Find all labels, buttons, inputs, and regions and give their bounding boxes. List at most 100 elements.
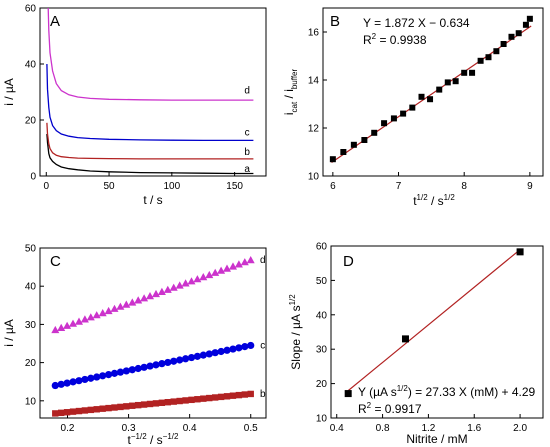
data-point-d [80, 315, 89, 323]
data-point [409, 104, 416, 111]
data-point-c [128, 366, 136, 374]
data-point [508, 33, 515, 40]
data-point-c [81, 375, 89, 384]
panel-a-frame [39, 7, 267, 177]
data-point-d [75, 317, 83, 325]
panel-d-letter: D [343, 253, 354, 270]
data-point [350, 141, 357, 148]
panel-a: A 0 50 100 150 0 20 40 60 abc d t / s i / µA [2, 4, 267, 207]
data-point [493, 48, 500, 55]
panel-b: B Y = 1.872 X − 0.634 R2 = 0.9938 6 7 8 9 1… [282, 7, 544, 208]
panel-b-letter: B [330, 13, 340, 30]
data-point-b [69, 408, 77, 415]
series-c [51, 341, 255, 390]
panel-c-letter: C [50, 253, 61, 270]
data-point-c [134, 364, 142, 373]
series-label-d: d [260, 255, 266, 266]
data-point-c [51, 381, 59, 390]
x-tick-label: 8 [461, 181, 467, 192]
panel-c-series: b c d [51, 255, 266, 417]
data-point [381, 120, 388, 127]
data-point-b [152, 400, 160, 407]
data-point-b [247, 390, 254, 398]
panel-d-fit-line [347, 249, 521, 392]
data-point-c [187, 353, 196, 362]
data-point-d [140, 294, 149, 302]
data-point [500, 41, 507, 47]
data-point-c [223, 346, 231, 354]
data-point-d [134, 296, 143, 304]
data-point-b [146, 400, 154, 408]
x-tick-label: 0.4 [330, 423, 344, 434]
panel-c-x-label: t−1/2 / s−1/2 [128, 432, 180, 447]
data-point-c [57, 380, 65, 388]
data-point-c [164, 358, 172, 367]
series-line-b [46, 122, 254, 160]
data-point-d [146, 292, 154, 300]
data-point-d [246, 256, 255, 264]
data-point-b [75, 407, 83, 415]
data-point-d [57, 323, 66, 331]
data-point-c [241, 343, 249, 351]
data-point [329, 156, 336, 163]
data-point-b [134, 401, 142, 409]
data-point-d [157, 287, 166, 295]
x-tick-label: 150 [226, 181, 243, 192]
x-tick-label: 0.3 [122, 423, 136, 434]
data-point-b [123, 403, 130, 410]
panel-b-y-label: icat / ibuffer [282, 69, 299, 116]
data-point-c [211, 349, 219, 357]
y-tick-label: 40 [25, 60, 37, 71]
data-point-b [63, 409, 71, 416]
data-point-c [229, 345, 237, 353]
data-point-d [199, 273, 208, 281]
y-tick-label: 10 [308, 172, 320, 183]
data-point-d [187, 277, 196, 285]
data-point-c [217, 347, 225, 356]
data-point [390, 115, 397, 122]
data-point-d [240, 258, 249, 266]
panel-d-y-ticks: 10 20 30 40 50 60 [316, 242, 335, 425]
data-point-d [181, 279, 190, 287]
data-point-d [98, 309, 107, 317]
data-point-d [116, 302, 125, 310]
series-label-c: c [245, 128, 250, 139]
x-tick-label: 7 [396, 181, 402, 192]
x-tick-label: 9 [527, 181, 533, 192]
x-tick-label: 0.5 [244, 423, 258, 434]
data-point-c [87, 374, 95, 382]
data-point-d [63, 321, 72, 329]
data-point-b [182, 397, 189, 404]
data-point-b [194, 396, 201, 403]
data-point-b [176, 397, 183, 405]
data-point-b [140, 401, 148, 408]
data-point-d [110, 304, 119, 312]
data-point [522, 21, 529, 28]
data-point-d [234, 260, 243, 268]
data-point-d [217, 266, 226, 274]
data-point [444, 79, 451, 86]
panel-a-letter: A [50, 13, 60, 30]
panel-d-points [344, 248, 524, 398]
data-point-d [51, 325, 60, 334]
panel-b-r-squared: R2 = 0.9938 [363, 32, 427, 47]
data-point-b [211, 394, 219, 401]
panel-d-x-ticks: 0.4 0.8 1.2 1.6 2.0 [330, 414, 527, 434]
panel-d-x-label: Nitrite / mM [406, 432, 467, 446]
panel-b-frame [322, 7, 544, 177]
data-point-b [105, 404, 112, 412]
data-point-c [69, 378, 77, 386]
panel-d-equation: Y (µA s1/2) = 27.33 X (mM) + 4.29 [358, 384, 536, 399]
x-tick-label: 0.2 [61, 423, 75, 434]
data-point-c [205, 350, 213, 358]
y-tick-label: 14 [308, 76, 320, 87]
y-tick-label: 40 [316, 310, 328, 321]
data-point-d [205, 270, 214, 279]
data-point-c [176, 356, 184, 364]
data-point-b [223, 393, 231, 400]
data-point-c [247, 341, 255, 350]
panel-d-r-squared: R2 = 0.9917 [358, 401, 422, 416]
panel-b-y-ticks: 10 12 14 16 [308, 28, 327, 183]
x-tick-label: 0 [43, 181, 49, 192]
